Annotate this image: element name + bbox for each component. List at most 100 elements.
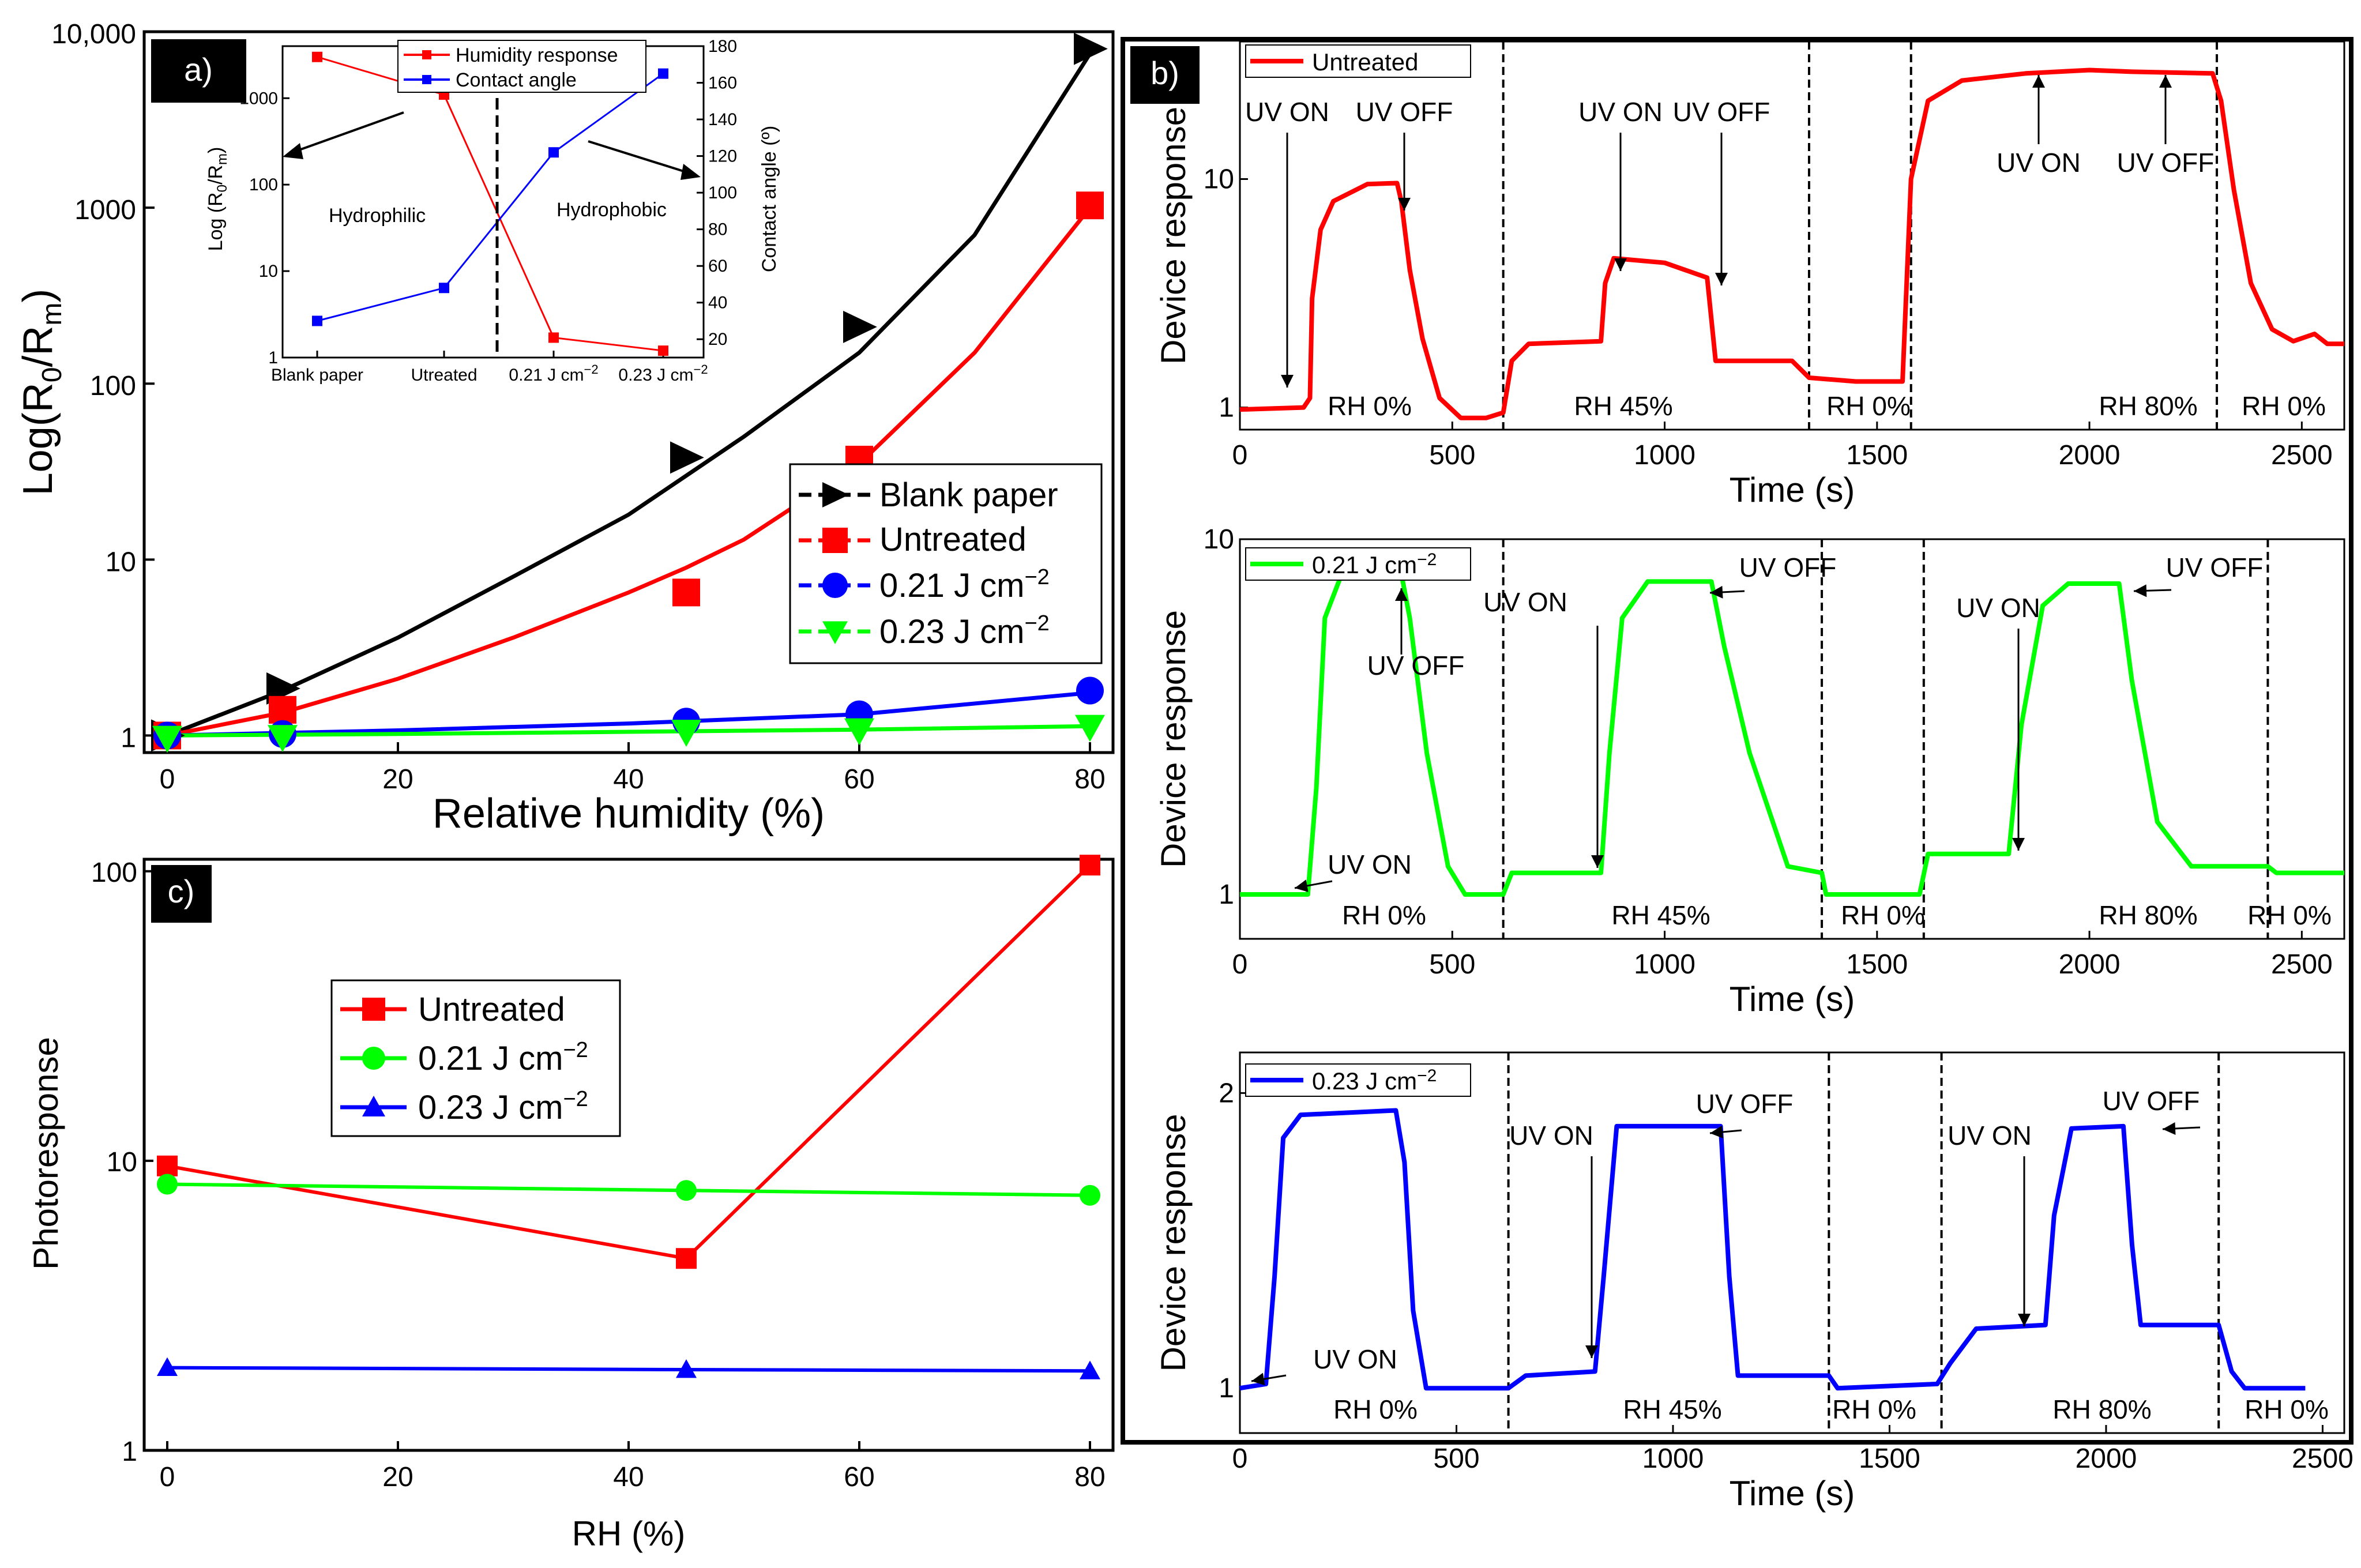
b2-legend-label: 0.21 J cm−2: [1312, 550, 1437, 578]
a-xtick-label: 0: [160, 764, 175, 795]
panel-b2-021: 0 500 1000 1500 2000 2500 1 10 RH 0% RH 45% RH 0% R…: [1154, 524, 2345, 1018]
inset-rtick-label: 20: [708, 330, 727, 349]
b3-region-label: RH 80%: [2052, 1394, 2151, 1424]
b3-region-label: RH 45%: [1623, 1394, 1721, 1424]
b1-ytick-label: 10: [1204, 164, 1234, 194]
inset-rtick-label: 180: [708, 37, 737, 56]
b1-annotation: UV OFF: [1673, 97, 1770, 127]
a-point-3-4: [1075, 715, 1105, 742]
b2-region-label: RH 0%: [1841, 900, 1925, 930]
panel-c-label-box: [151, 865, 212, 923]
inset-ltick-label: 10: [259, 262, 278, 281]
b3-arrowhead: [1710, 1126, 1723, 1138]
b1-xtick-label: 2000: [2059, 440, 2121, 471]
a-ytick-label: 10: [106, 547, 136, 577]
c-point-0-1: [676, 1248, 697, 1269]
b1-region-label: RH 0%: [1826, 391, 1911, 421]
inset-legend-marker-contact: [422, 75, 431, 84]
c-ytick-label: 10: [107, 1147, 137, 1178]
b2-xtick-label: 500: [1429, 949, 1475, 980]
a-xtick-label: 20: [382, 764, 413, 795]
b3-region-label: RH 0%: [1832, 1394, 1916, 1424]
b2-region-label: RH 0%: [2247, 900, 2332, 930]
panel-b-label: b): [1151, 55, 1179, 91]
inset-ltick-label: 100: [249, 175, 278, 194]
legend-a-021: 0.21 J cm−2: [879, 565, 1050, 604]
panel-a-ylabel: Log(R0/Rm): [15, 289, 67, 496]
b3-xtick-label: 2000: [2076, 1443, 2137, 1474]
b1-legend-label: Untreated: [1312, 48, 1418, 76]
c-point-1-0: [157, 1174, 178, 1195]
b3-ylabel: Device response: [1154, 1114, 1193, 1372]
inset-point-1-3: [658, 68, 668, 79]
b1-xtick-label: 1500: [1846, 440, 1908, 471]
inset-xtick-label: Blank paper: [271, 366, 363, 385]
panel-b-frame: [1121, 37, 2354, 1445]
inset-arrowhead-right: [681, 164, 701, 180]
a-point-3-0: [152, 725, 182, 753]
inset-arrow-left: [291, 111, 404, 154]
a-point-0-2: [670, 441, 704, 474]
a-xtick-label: 40: [613, 764, 644, 795]
panel-a-inset: 1 10 100 1000 20 40 60 80 100 120 140 160 180 Blank p…: [205, 37, 780, 385]
c-point-1-2: [1080, 1185, 1100, 1206]
b2-arrowhead: [1395, 588, 1408, 601]
inset-region-hydrophilic: Hydrophilic: [329, 205, 426, 227]
inset-rtick-label: 60: [708, 257, 727, 276]
b1-arrowhead: [1398, 198, 1411, 210]
b3-ytick-label: 2: [1219, 1078, 1234, 1108]
panel-c-legend-items: [340, 998, 407, 1116]
legend-c-021: 0.21 J cm−2: [418, 1038, 588, 1077]
b1-region-label: RH 0%: [1328, 391, 1412, 421]
b2-frame: [1239, 538, 2345, 940]
b3-xtick-label: 0: [1232, 1443, 1248, 1474]
b1-xlabel: Time (s): [1730, 471, 1855, 509]
inset-point-0-3: [658, 345, 668, 356]
b1-region-label: RH 80%: [2099, 391, 2197, 421]
b2-arrowhead: [1710, 585, 1723, 599]
b1-annotation: UV ON: [1245, 97, 1329, 127]
c-xtick-label: 0: [160, 1462, 175, 1492]
b1-arrowhead: [1715, 273, 1728, 285]
a-legend-marker-3: [822, 621, 848, 644]
panel-c-legend: Untreated 0.21 J cm−2 0.23 J cm−2: [330, 979, 621, 1137]
b2-xtick-label: 1000: [1634, 949, 1695, 980]
b2-annotation: UV OFF: [1367, 650, 1465, 680]
legend-a-blank: Blank paper: [879, 476, 1058, 514]
c-ytick-label: 1: [122, 1437, 137, 1467]
inset-legend-contact: Contact angle: [456, 69, 577, 91]
panel-a-legend-items: [799, 482, 871, 644]
inset-rtick-label: 120: [708, 147, 737, 166]
a-legend-marker-2: [822, 573, 848, 598]
b3-annotation: UV OFF: [2103, 1086, 2200, 1116]
a-ytick-label: 100: [90, 371, 136, 401]
inset-rtick-label: 100: [708, 183, 737, 202]
a-fit-3: [167, 724, 1091, 738]
b3-xtick-label: 2500: [2292, 1443, 2354, 1474]
b2-arrowhead: [1591, 855, 1604, 868]
inset-ltick-label: 1000: [239, 89, 278, 108]
b3-arrowhead: [2018, 1314, 2031, 1326]
b1-ytick-label: 1: [1219, 393, 1234, 423]
c-ytick-label: 100: [91, 858, 137, 888]
inset-point-1-1: [439, 283, 449, 294]
c-xtick-label: 80: [1074, 1462, 1105, 1492]
inset-legend: [397, 40, 646, 93]
a-legend-marker-0: [822, 482, 849, 507]
inset-xtick-label: 0.21 J cm−2: [509, 362, 598, 385]
b2-annotation: UV ON: [1483, 587, 1567, 617]
c-point-0-2: [1080, 855, 1100, 876]
panel-a-chart: a) 0 20 40 60 80 1 10 100 1000 10,000 Relative hu…: [15, 19, 1115, 837]
panel-c-label: c): [168, 873, 195, 909]
b2-arrowhead: [1295, 879, 1309, 892]
inset-arrowhead-left: [283, 143, 303, 159]
b3-ytick-label: 1: [1219, 1373, 1234, 1404]
b2-ytick-label: 1: [1219, 879, 1234, 910]
c-point-2-1: [676, 1359, 697, 1378]
panel-c-xlabel: RH (%): [572, 1514, 686, 1553]
b2-annotation: UV OFF: [1739, 552, 1837, 582]
c-xtick-label: 20: [382, 1462, 413, 1492]
b1-arrowhead: [2032, 75, 2045, 88]
inset-point-0-2: [548, 332, 559, 343]
a-fit-2: [167, 690, 1091, 738]
